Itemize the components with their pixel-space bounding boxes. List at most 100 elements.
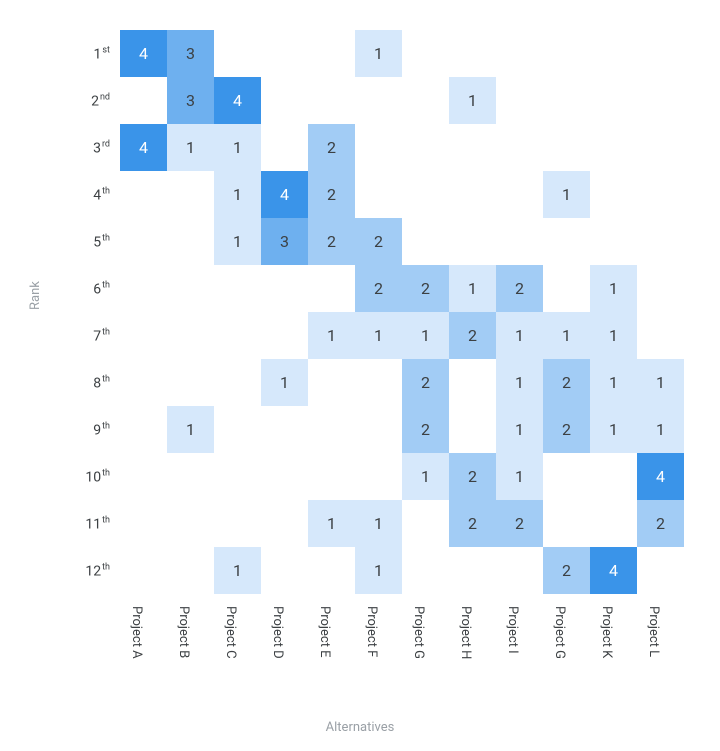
heatmap-cell: 4 xyxy=(590,547,637,594)
heatmap-cell xyxy=(214,312,261,359)
heatmap-cell xyxy=(214,30,261,77)
heatmap-cell: 4 xyxy=(120,30,167,77)
heatmap-row: 1st431 xyxy=(120,30,684,77)
heatmap-cell xyxy=(167,218,214,265)
heatmap-cell xyxy=(120,547,167,594)
heatmap-cell xyxy=(355,453,402,500)
heatmap-row: 4th1421 xyxy=(120,171,684,218)
heatmap-cell: 1 xyxy=(167,124,214,171)
heatmap-cell xyxy=(120,77,167,124)
heatmap-cell xyxy=(214,265,261,312)
heatmap-cell xyxy=(402,218,449,265)
heatmap-cell: 1 xyxy=(308,312,355,359)
heatmap-cell xyxy=(402,500,449,547)
heatmap-cell xyxy=(637,312,684,359)
heatmap-cell: 1 xyxy=(449,77,496,124)
heatmap-cell: 1 xyxy=(355,500,402,547)
heatmap-cell xyxy=(449,171,496,218)
heatmap-cell: 1 xyxy=(590,359,637,406)
heatmap-cell: 2 xyxy=(308,171,355,218)
heatmap-cell: 4 xyxy=(214,77,261,124)
heatmap-row: 12th1124 xyxy=(120,547,684,594)
heatmap-cell xyxy=(214,500,261,547)
heatmap-cell: 1 xyxy=(496,406,543,453)
heatmap-cell xyxy=(590,124,637,171)
heatmap-cell xyxy=(261,547,308,594)
heatmap-grid: 1st4312nd3413rd41124th14215th13226th2212… xyxy=(120,30,684,594)
heatmap-cell: 1 xyxy=(214,171,261,218)
heatmap-cell xyxy=(308,30,355,77)
heatmap-cell xyxy=(543,265,590,312)
heatmap-cell: 1 xyxy=(214,124,261,171)
heatmap-cell xyxy=(543,77,590,124)
heatmap-cell xyxy=(496,171,543,218)
heatmap-cell: 1 xyxy=(496,312,543,359)
heatmap-cell xyxy=(496,124,543,171)
heatmap-cell: 2 xyxy=(543,359,590,406)
heatmap-cell xyxy=(120,171,167,218)
heatmap-cell: 2 xyxy=(449,453,496,500)
heatmap-cell xyxy=(167,547,214,594)
heatmap-cell: 1 xyxy=(496,359,543,406)
heatmap-cell xyxy=(496,547,543,594)
heatmap-cell xyxy=(543,30,590,77)
heatmap-cell xyxy=(590,77,637,124)
heatmap-cell: 1 xyxy=(214,218,261,265)
x-axis-title: Alternatives xyxy=(0,720,720,735)
heatmap-cell: 1 xyxy=(543,312,590,359)
heatmap-cell xyxy=(543,218,590,265)
heatmap-cell: 4 xyxy=(120,124,167,171)
heatmap-cell xyxy=(637,77,684,124)
heatmap-cell: 3 xyxy=(167,30,214,77)
rank-alternatives-heatmap: Rank 1st4312nd3413rd41124th14215th13226t… xyxy=(0,0,720,751)
heatmap-cell: 2 xyxy=(496,265,543,312)
heatmap-cell: 1 xyxy=(590,265,637,312)
heatmap-cell xyxy=(355,359,402,406)
heatmap-cell xyxy=(167,171,214,218)
heatmap-cell xyxy=(261,312,308,359)
heatmap-row: 6th22121 xyxy=(120,265,684,312)
heatmap-cell xyxy=(308,453,355,500)
heatmap-cell: 4 xyxy=(637,453,684,500)
heatmap-cell: 2 xyxy=(308,124,355,171)
heatmap-cell xyxy=(449,30,496,77)
heatmap-cell: 2 xyxy=(496,500,543,547)
heatmap-cell: 1 xyxy=(590,406,637,453)
heatmap-cell xyxy=(261,77,308,124)
heatmap-cell xyxy=(590,500,637,547)
heatmap-cell: 1 xyxy=(355,547,402,594)
heatmap-row: 8th121211 xyxy=(120,359,684,406)
heatmap-cell: 1 xyxy=(402,312,449,359)
heatmap-cell: 2 xyxy=(543,547,590,594)
heatmap-cell xyxy=(308,359,355,406)
heatmap-cell xyxy=(261,30,308,77)
heatmap-cell xyxy=(402,171,449,218)
heatmap-cell xyxy=(120,500,167,547)
heatmap-row: 2nd341 xyxy=(120,77,684,124)
heatmap-cell xyxy=(543,124,590,171)
heatmap-cell xyxy=(120,312,167,359)
heatmap-cell: 3 xyxy=(167,77,214,124)
heatmap-cell: 1 xyxy=(355,30,402,77)
heatmap-cell: 2 xyxy=(637,500,684,547)
heatmap-cell: 2 xyxy=(543,406,590,453)
heatmap-cell xyxy=(167,359,214,406)
heatmap-cell: 2 xyxy=(355,265,402,312)
heatmap-cell xyxy=(637,265,684,312)
heatmap-cell xyxy=(496,30,543,77)
heatmap-cell xyxy=(120,453,167,500)
heatmap-cell xyxy=(167,265,214,312)
heatmap-cell: 2 xyxy=(449,312,496,359)
heatmap-cell xyxy=(120,265,167,312)
heatmap-cell xyxy=(590,30,637,77)
heatmap-cell xyxy=(402,30,449,77)
heatmap-cell xyxy=(543,500,590,547)
heatmap-cell xyxy=(308,406,355,453)
heatmap-cell: 4 xyxy=(261,171,308,218)
heatmap-cell xyxy=(308,547,355,594)
heatmap-cell xyxy=(449,406,496,453)
heatmap-row: 7th1112111 xyxy=(120,312,684,359)
heatmap-cell xyxy=(449,124,496,171)
heatmap-cell xyxy=(449,547,496,594)
heatmap-cell xyxy=(261,124,308,171)
